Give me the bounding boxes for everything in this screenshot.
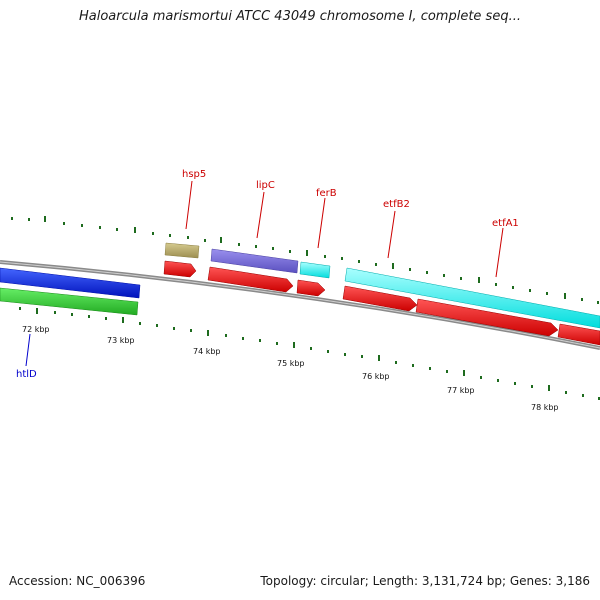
outer-tick-ring — [11, 216, 599, 304]
scale-label-73: 73 kbp — [107, 336, 135, 345]
map-title: Haloarcula marismortui ATCC 43049 chromo… — [79, 9, 521, 24]
scale-labels: 72 kbp 73 kbp 74 kbp 75 kbp 76 kbp 77 kb… — [22, 325, 559, 412]
upper-gene-lane — [0, 242, 600, 329]
gene-label-htlD: htlD — [16, 369, 37, 380]
genome-backbone — [0, 260, 600, 350]
gene-box-hsp5 — [164, 242, 200, 259]
gene-box-htlD-blue — [0, 267, 141, 299]
cds-arrow-etfB2 — [342, 285, 418, 312]
scale-label-76: 76 kbp — [362, 372, 390, 381]
gene-label-lipC: lipC — [256, 180, 275, 191]
gene-box-green — [0, 287, 139, 316]
inner-tick-ring — [19, 307, 600, 400]
scale-label-72: 72 kbp — [22, 325, 50, 334]
cds-arrow-lipC — [207, 266, 294, 293]
gene-label-ferB: ferB — [316, 188, 337, 199]
cds-arrow-hsp5 — [163, 260, 197, 278]
gene-box-etfB2-etfA1 — [344, 267, 600, 329]
gene-label-etfA1: etfA1 — [492, 218, 519, 229]
genome-summary-text: Topology: circular; Length: 3,131,724 bp… — [260, 574, 590, 588]
cds-lane — [163, 260, 600, 346]
label-leaders — [25, 180, 504, 367]
accession-text: Accession: NC_006396 — [9, 574, 146, 588]
cds-arrow-ferB — [296, 279, 326, 297]
gene-box-ferB — [299, 261, 331, 279]
scale-label-74: 74 kbp — [193, 347, 221, 356]
scale-label-77: 77 kbp — [447, 386, 475, 395]
gene-label-etfB2: etfB2 — [383, 199, 410, 210]
gene-box-lipC — [210, 248, 299, 274]
cds-arrow-etfA1 — [415, 298, 559, 337]
scale-label-75: 75 kbp — [277, 359, 305, 368]
gene-label-hsp5: hsp5 — [182, 169, 206, 180]
cds-arrow-next — [557, 323, 600, 346]
scale-label-78: 78 kbp — [531, 403, 559, 412]
